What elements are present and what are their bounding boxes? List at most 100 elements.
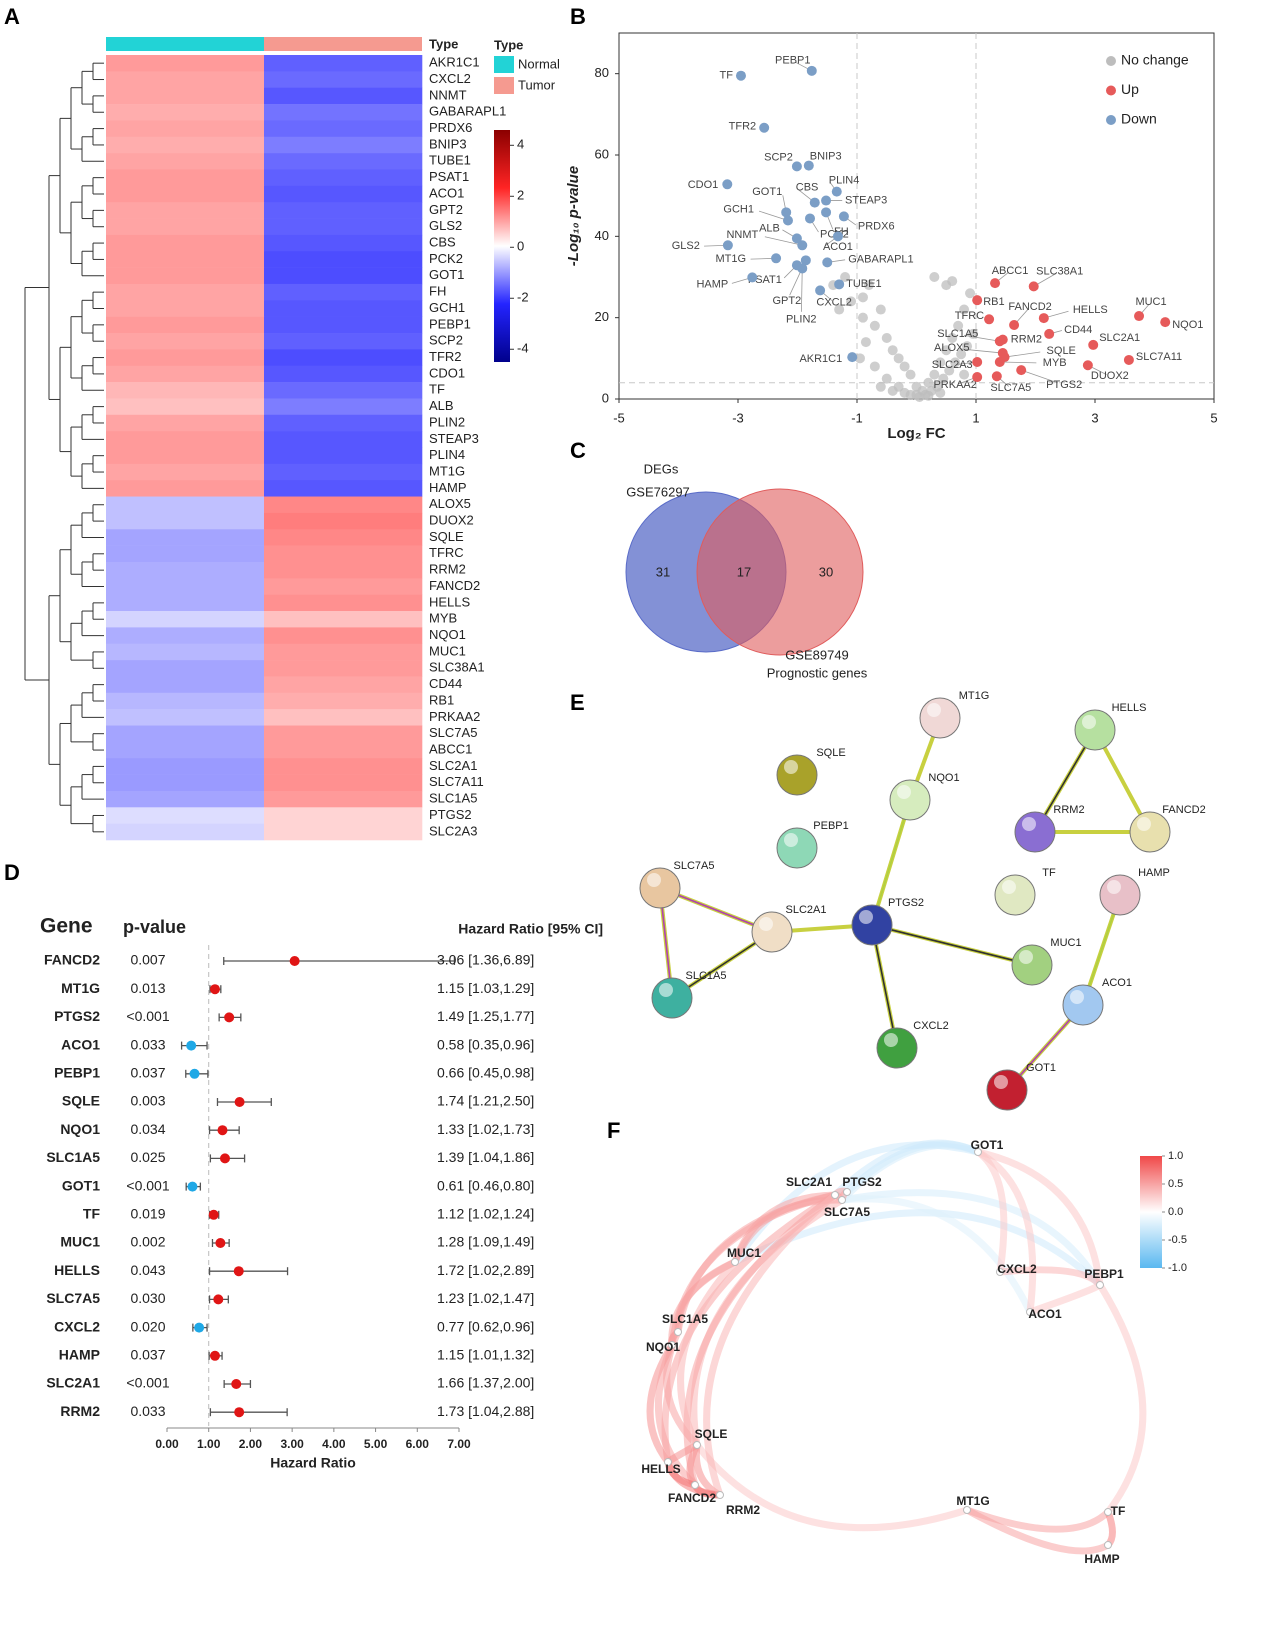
gene-label: PTGS2: [54, 1008, 100, 1024]
node-highlight: [994, 1075, 1008, 1089]
column-header: Hazard Ratio [95% CI]: [458, 921, 603, 937]
point: [1038, 313, 1049, 324]
network-node: [1074, 709, 1116, 751]
x-tick-label: 1.00: [197, 1437, 221, 1451]
point: [759, 122, 770, 133]
colorbar-label: 0: [517, 239, 524, 254]
column-header: p-value: [123, 917, 186, 937]
point: [797, 240, 808, 251]
point: [899, 361, 910, 372]
label-leader: [758, 210, 789, 221]
point: [929, 369, 940, 380]
heat-cell: [106, 529, 265, 546]
gene-label: SLC1A5: [46, 1149, 100, 1165]
point: [854, 353, 865, 364]
point: [1009, 319, 1020, 330]
heat-cell: [264, 807, 423, 824]
panel-label: C: [570, 438, 586, 463]
network-node: [876, 1027, 918, 1069]
point-label: PTGS2: [1046, 379, 1082, 391]
hr-label: 1.49 [1.25,1.77]: [437, 1008, 534, 1024]
gene-label: GLS2: [429, 218, 462, 233]
point-label: GABARAPL1: [848, 253, 913, 265]
legend-title: Type: [494, 37, 523, 52]
colorbar-label: 2: [517, 188, 524, 203]
heat-cell: [264, 578, 423, 595]
gene-label: SLC2A1: [46, 1375, 100, 1391]
network-node: [851, 904, 893, 946]
heat-cell: [264, 104, 423, 121]
point: [953, 320, 964, 331]
point: [847, 352, 858, 363]
node: [716, 1491, 724, 1499]
point-label: GOT1: [752, 186, 782, 198]
correlation-link: [694, 1442, 969, 1532]
heat-cell: [264, 169, 423, 187]
point-label: STEAP3: [845, 194, 887, 206]
point: [941, 345, 952, 356]
node-highlight: [897, 785, 911, 799]
label-leader: [1004, 351, 1041, 358]
set-label: DEGs: [644, 461, 679, 476]
heat-cell: [106, 71, 265, 89]
point: [781, 207, 792, 218]
hr-label: 1.12 [1.02,1.24]: [437, 1206, 534, 1222]
node-label: SQLE: [816, 747, 845, 759]
point: [809, 197, 820, 208]
hr-label: 1.15 [1.03,1.29]: [437, 980, 534, 996]
heat-cell: [264, 692, 423, 710]
heat-cell: [264, 365, 423, 383]
correlation-link: [999, 1266, 1103, 1288]
hazard-ratio: [289, 956, 300, 966]
node-highlight: [784, 833, 798, 847]
point: [959, 369, 970, 380]
point-label: SCP2: [764, 151, 793, 163]
point: [831, 186, 842, 197]
colorbar: [494, 130, 510, 362]
gene-label: RRM2: [60, 1403, 100, 1419]
heat-cell: [106, 823, 265, 841]
hazard-ratio: [217, 1125, 228, 1136]
point-label: RRM2: [1011, 334, 1042, 346]
heat-cell: [106, 774, 265, 792]
point-label: MUC1: [1135, 296, 1166, 308]
heat-cell: [106, 202, 265, 219]
point-label: ABCC1: [992, 265, 1029, 277]
point: [962, 341, 973, 352]
node: [691, 1481, 699, 1489]
gene-label: SQLE: [429, 529, 464, 544]
node: [664, 1458, 672, 1466]
gene-label: CD44: [429, 676, 462, 691]
node-highlight: [1137, 817, 1151, 831]
heat-cell: [264, 333, 423, 350]
gene-label: SLC2A1: [429, 758, 477, 773]
point-label: SLC7A11: [1136, 351, 1182, 363]
point: [1028, 281, 1039, 292]
node-label: NQO1: [928, 772, 959, 784]
node-label: SLC7A5: [824, 1205, 870, 1219]
point-label: SLC2A1: [1099, 332, 1140, 344]
p-value: 0.025: [130, 1149, 165, 1165]
x-tick-label: 6.00: [406, 1437, 430, 1451]
node-highlight: [784, 760, 798, 774]
node-label: HELLS: [641, 1462, 680, 1476]
x-axis-label: Log₂ FC: [887, 425, 945, 442]
heat-cell: [106, 758, 265, 775]
point-label: GLS2: [672, 240, 700, 252]
point: [991, 371, 1002, 382]
node-label: PTGS2: [888, 897, 924, 909]
node-highlight: [1002, 880, 1016, 894]
column-header: Gene: [40, 915, 93, 938]
legend-marker: [1106, 115, 1116, 125]
point-label: AKR1C1: [799, 353, 842, 365]
heat-cell: [264, 790, 423, 808]
point: [804, 213, 815, 224]
gene-label: ABCC1: [429, 741, 472, 756]
point-label: GCH1: [723, 203, 754, 215]
node: [974, 1148, 982, 1156]
heat-cell: [106, 136, 265, 154]
hr-label: 0.61 [0.46,0.80]: [437, 1177, 534, 1193]
p-value: <0.001: [126, 1177, 169, 1193]
network-node: [1129, 811, 1171, 853]
heat-cell: [106, 153, 265, 170]
